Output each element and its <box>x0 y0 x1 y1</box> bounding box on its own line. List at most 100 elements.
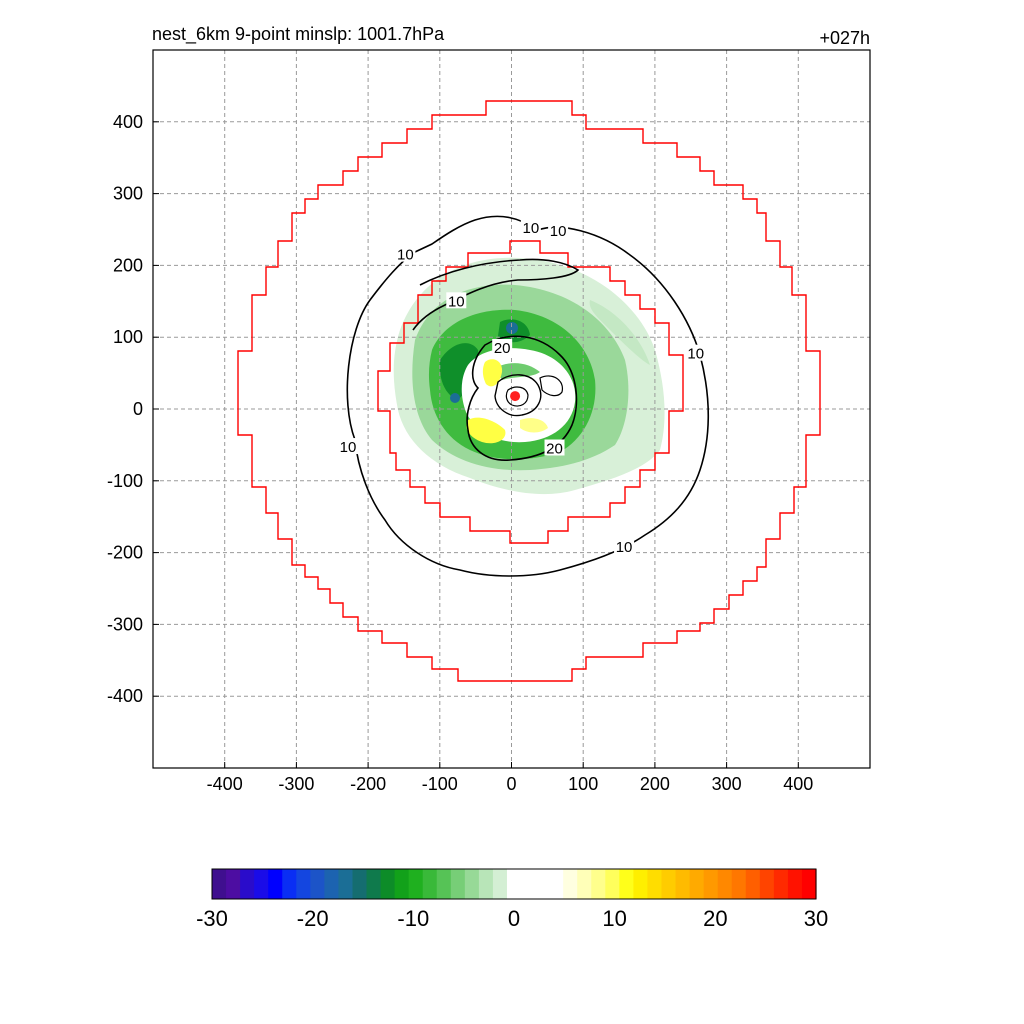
colorbar-frame <box>211 868 817 900</box>
contour-label: 10 <box>616 539 633 556</box>
contour-label: 20 <box>546 440 563 457</box>
colorbar-tick-label: -30 <box>196 906 228 931</box>
contour-label-bg <box>395 245 416 262</box>
colorbar-swatch <box>577 869 592 899</box>
colorbar-swatch <box>366 869 382 899</box>
colorbar-tick-labels: -30 -20 -10 0 10 20 30 <box>196 906 828 931</box>
field-streak-se <box>560 440 645 490</box>
y-tick-label: -400 <box>107 686 143 706</box>
colorbar-swatch <box>745 869 761 899</box>
x-tick-label: -200 <box>350 774 386 794</box>
colorbar-swatch <box>647 869 663 899</box>
colorbar-tick-label: 20 <box>703 906 727 931</box>
colorbar-swatch <box>212 869 227 899</box>
grid-lines <box>153 50 870 768</box>
x-tick-label: 400 <box>783 774 813 794</box>
colorbar-swatch <box>717 869 733 899</box>
x-tick-label: -100 <box>422 774 458 794</box>
colorbar-swatch <box>605 869 620 899</box>
contour-label-bg <box>520 219 541 236</box>
colorbar-swatch <box>352 869 368 899</box>
colorbar-swatches <box>212 869 817 899</box>
contour-labels: 10 10 10 10 10 10 10 20 20 <box>338 219 706 556</box>
y-tick-label: 200 <box>113 255 143 275</box>
contour-label: 10 <box>448 293 465 310</box>
y-tick-label: -300 <box>107 614 143 634</box>
colorbar-swatch <box>773 869 789 899</box>
contour-label: 10 <box>523 220 540 237</box>
colorbar-tick-label: -20 <box>297 906 329 931</box>
x-tick-label: 0 <box>506 774 516 794</box>
x-tick-label: 200 <box>640 774 670 794</box>
colorbar-swatch <box>324 869 340 899</box>
colorbar-swatch <box>450 869 466 899</box>
contour-label-bg <box>614 537 635 554</box>
field-teal-spot-1 <box>506 322 518 334</box>
y-tick-label: 100 <box>113 327 143 347</box>
contour-20-inner <box>466 335 578 461</box>
colorbar-swatch <box>268 869 283 899</box>
colorbar-swatch <box>310 869 325 899</box>
x-tick-label: 100 <box>568 774 598 794</box>
colorbar: -30 -20 -10 0 10 20 30 <box>196 868 828 931</box>
contour-label: 10 <box>340 439 357 456</box>
colorbar-swatch <box>563 869 578 899</box>
colorbar-tick-label: 0 <box>508 906 520 931</box>
y-tick-label: -100 <box>107 471 143 491</box>
colorbar-swatch <box>661 869 677 899</box>
forecast-hour-label: +027h <box>819 28 870 48</box>
colorbar-swatch <box>408 869 424 899</box>
colorbar-swatch <box>675 869 691 899</box>
colorbar-swatch <box>619 869 634 899</box>
colorbar-swatch <box>731 869 747 899</box>
contour-40-core <box>505 386 529 407</box>
y-tick-label: -200 <box>107 543 143 563</box>
x-tick-label: 300 <box>712 774 742 794</box>
colorbar-swatch <box>801 869 817 899</box>
contour-label-bg <box>492 338 513 355</box>
contour-label-bg <box>548 221 569 238</box>
contour-label-bg <box>685 344 706 361</box>
colorbar-swatch <box>380 869 396 899</box>
colorbar-swatch <box>282 869 297 899</box>
contour-label-bg <box>338 438 359 455</box>
colorbar-swatch <box>478 869 494 899</box>
colorbar-swatch <box>787 869 803 899</box>
contour-label: 10 <box>397 247 414 264</box>
colorbar-swatch <box>633 869 649 899</box>
contour-label: 10 <box>550 223 567 240</box>
colorbar-swatch <box>549 869 564 899</box>
inner-domain-boundary <box>377 240 684 544</box>
colorbar-swatch <box>240 869 255 899</box>
contour-label: 20 <box>494 340 511 357</box>
contour-20-east-lobe <box>539 375 564 397</box>
x-axis-ticks: -400 -300 -200 -100 0 100 200 300 400 <box>207 762 813 794</box>
colorbar-swatch <box>422 869 438 899</box>
contour-label: 10 <box>687 346 704 363</box>
colorbar-tick-label: 30 <box>804 906 828 931</box>
storm-center-marker <box>510 391 521 402</box>
colorbar-swatch <box>759 869 775 899</box>
contour-label-bg <box>544 439 565 456</box>
y-tick-label: 300 <box>113 184 143 204</box>
colorbar-swatch <box>535 869 550 899</box>
field-streak-ne <box>589 300 650 365</box>
colorbar-swatch <box>254 869 269 899</box>
colorbar-swatch <box>436 869 452 899</box>
colorbar-swatch <box>703 869 719 899</box>
field-yellow-patch-3 <box>520 418 548 433</box>
contour-label-bg <box>446 292 467 309</box>
y-tick-label: 0 <box>133 399 143 419</box>
colorbar-swatch <box>464 869 480 899</box>
colorbar-swatch <box>492 869 508 899</box>
colorbar-swatch <box>394 869 410 899</box>
colorbar-swatch <box>226 869 241 899</box>
colorbar-tick-label: 10 <box>602 906 626 931</box>
colorbar-swatch <box>591 869 606 899</box>
x-tick-label: -300 <box>278 774 314 794</box>
shaded-field <box>393 257 665 495</box>
colorbar-swatch <box>521 869 536 899</box>
contour-30-core <box>494 374 542 417</box>
x-tick-label: -400 <box>207 774 243 794</box>
